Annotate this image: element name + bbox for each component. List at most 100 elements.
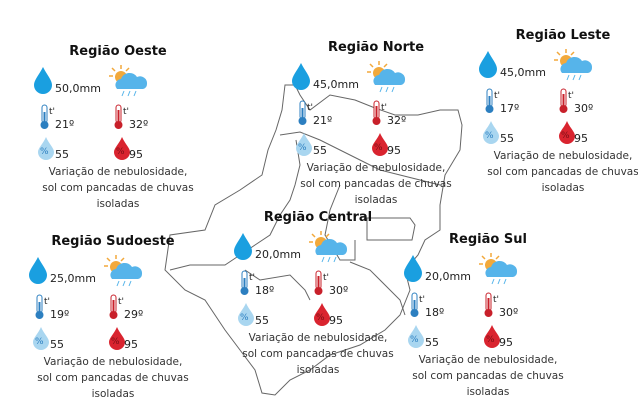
forecast-line: sol com pancadas de chuvas <box>42 182 194 194</box>
forecast-description: Variação de nebulosidade, sol com pancad… <box>23 354 203 402</box>
sun-cloud-rain-icon <box>367 61 406 93</box>
forecast-line: Variação de nebulosidade, <box>248 332 388 344</box>
temp-max-value: 32º <box>387 114 407 127</box>
forecast-description: Variação de nebulosidade, sol com pancad… <box>28 164 208 212</box>
region-leste: Região Leste 45,0mm t' 17º t' 30º % <box>478 28 638 198</box>
svg-text:%: % <box>240 313 249 323</box>
svg-text:%: % <box>111 337 120 347</box>
svg-text:%: % <box>486 335 495 345</box>
svg-text:t': t' <box>568 91 574 101</box>
humidity-high-icon: % <box>314 303 330 326</box>
thermometer-cold-icon: t' <box>485 88 500 113</box>
humidity-high-icon: % <box>114 137 130 160</box>
svg-text:%: % <box>561 131 570 141</box>
rain-drop-icon <box>29 257 47 284</box>
humidity-max-value: 95 <box>124 338 138 351</box>
temp-min-value: 21º <box>313 114 333 127</box>
svg-text:t': t' <box>123 107 129 117</box>
forecast-description: Variação de nebulosidade, sol com pancad… <box>286 160 466 208</box>
thermometer-cold-icon: t' <box>298 100 313 125</box>
humidity-low-icon: % <box>238 303 254 326</box>
thermometer-cold-icon: t' <box>410 292 425 317</box>
forecast-line: Variação de nebulosidade, <box>43 356 183 368</box>
region-sudoeste: Região Sudoeste 25,0mm t' 19º t' 29º % <box>28 234 198 404</box>
humidity-max-value: 95 <box>499 336 513 349</box>
federal-district <box>366 217 416 241</box>
humidity-low-icon: % <box>483 121 499 144</box>
forecast-line: isoladas <box>541 182 585 194</box>
temp-max-value: 29º <box>124 308 144 321</box>
svg-text:%: % <box>35 337 44 347</box>
rain-drop-icon <box>479 51 497 78</box>
temp-min-value: 17º <box>500 102 520 115</box>
map-border-internal-5 <box>244 269 311 301</box>
thermometer-hot-icon: t' <box>109 294 124 319</box>
forecast-line: sol com pancadas de chuvas <box>300 178 452 190</box>
region-title: Região Norte <box>327 40 425 55</box>
humidity-low-icon: % <box>33 327 49 350</box>
humidity-min-value: 55 <box>55 148 69 161</box>
thermometer-hot-icon: t' <box>314 270 329 295</box>
humidity-high-icon: % <box>109 327 125 350</box>
region-oeste: Região Oeste 50,0mm t' 21º t' 32º % <box>33 44 203 214</box>
forecast-line: sol com pancadas de chuvas <box>242 348 394 360</box>
rainfall-value: 50,0mm <box>55 82 101 95</box>
svg-text:%: % <box>374 143 383 153</box>
humidity-low-icon: % <box>296 133 312 156</box>
forecast-line: isoladas <box>296 364 340 376</box>
forecast-line: sol com pancadas de chuvas <box>412 370 564 382</box>
svg-text:%: % <box>410 335 419 345</box>
humidity-high-icon: % <box>559 121 575 144</box>
forecast-line: sol com pancadas de chuvas <box>487 166 638 178</box>
temp-min-value: 18º <box>255 284 275 297</box>
humidity-min-value: 55 <box>50 338 64 351</box>
region-title: Região Leste <box>515 28 611 43</box>
svg-text:t': t' <box>44 297 50 307</box>
humidity-high-icon: % <box>484 325 500 348</box>
thermometer-cold-icon: t' <box>240 270 255 295</box>
thermometer-cold-icon: t' <box>35 294 50 319</box>
svg-text:t': t' <box>307 103 313 113</box>
forecast-description: Variação de nebulosidade, sol com pancad… <box>398 352 578 400</box>
forecast-line: Variação de nebulosidade, <box>493 150 633 162</box>
forecast-line: sol com pancadas de chuvas <box>37 372 189 384</box>
sun-cloud-rain-icon <box>479 253 518 285</box>
humidity-low-icon: % <box>38 137 54 160</box>
map-border-outer <box>164 84 463 396</box>
forecast-line: isoladas <box>466 386 510 398</box>
svg-text:t': t' <box>494 91 500 101</box>
svg-text:%: % <box>298 143 307 153</box>
sun-cloud-rain-icon <box>554 49 593 81</box>
forecast-line: Variação de nebulosidade, <box>306 162 446 174</box>
thermometer-hot-icon: t' <box>372 100 387 125</box>
humidity-max-value: 95 <box>387 144 401 157</box>
region-central: Região Central 20,0mm t' 18º t' 30º % <box>233 210 403 380</box>
temp-min-value: 18º <box>425 306 445 319</box>
thermometer-hot-icon: t' <box>114 104 129 129</box>
rainfall-value: 25,0mm <box>50 272 96 285</box>
temp-max-value: 30º <box>499 306 519 319</box>
region-title: Região Sul <box>449 232 527 247</box>
rainfall-value: 20,0mm <box>255 248 301 261</box>
map-border-internal-4 <box>349 261 406 316</box>
svg-text:%: % <box>316 313 325 323</box>
humidity-min-value: 55 <box>313 144 327 157</box>
rainfall-value: 45,0mm <box>500 66 546 79</box>
region-norte: Região Norte 45,0mm t' 21º t' 32º % <box>291 40 461 210</box>
map-border-internal-2 <box>169 139 301 271</box>
rain-drop-icon <box>234 233 252 260</box>
temp-min-value: 19º <box>50 308 70 321</box>
sun-cloud-rain-icon <box>309 231 348 263</box>
forecast-line: isoladas <box>354 194 398 206</box>
region-title: Região Sudoeste <box>51 234 175 249</box>
svg-text:%: % <box>116 147 125 157</box>
rainfall-value: 45,0mm <box>313 78 359 91</box>
humidity-high-icon: % <box>372 133 388 156</box>
forecast-description: Variação de nebulosidade, sol com pancad… <box>473 148 638 196</box>
map-border-internal-1 <box>279 131 441 186</box>
humidity-max-value: 95 <box>329 314 343 327</box>
forecast-line: Variação de nebulosidade, <box>48 166 188 178</box>
svg-text:t': t' <box>49 107 55 117</box>
forecast-line: Variação de nebulosidade, <box>418 354 558 366</box>
